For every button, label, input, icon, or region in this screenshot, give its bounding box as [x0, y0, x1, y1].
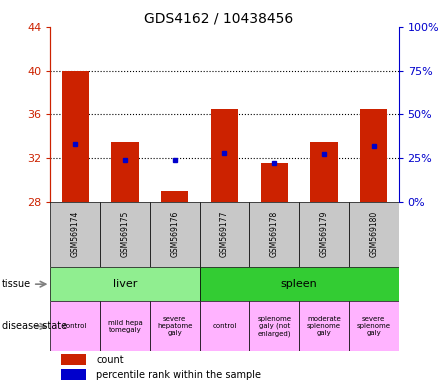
Bar [299, 202, 349, 267]
Bar [249, 301, 299, 351]
Text: GSM569175: GSM569175 [120, 211, 130, 257]
Text: severe
hepatome
galy: severe hepatome galy [157, 316, 192, 336]
Text: severe
splenome
galy: severe splenome galy [357, 316, 391, 336]
Text: moderate
splenome
galy: moderate splenome galy [307, 316, 341, 336]
Bar [161, 191, 188, 202]
Text: GSM569176: GSM569176 [170, 211, 179, 257]
Text: control: control [63, 323, 88, 329]
Bar [349, 301, 399, 351]
Bar [200, 267, 399, 301]
Text: liver: liver [113, 279, 137, 289]
Bar [50, 301, 100, 351]
Text: count: count [96, 354, 124, 365]
Text: GSM569174: GSM569174 [71, 211, 80, 257]
Bar [100, 202, 150, 267]
Bar [200, 202, 249, 267]
Text: disease state: disease state [2, 321, 67, 331]
Bar [150, 301, 200, 351]
Text: GSM569180: GSM569180 [369, 211, 378, 257]
Text: spleen: spleen [281, 279, 318, 289]
Bar [349, 202, 399, 267]
Bar [200, 301, 249, 351]
Text: control: control [212, 323, 237, 329]
Text: GDS4162 / 10438456: GDS4162 / 10438456 [145, 12, 293, 25]
Bar [360, 109, 387, 202]
Bar [61, 354, 86, 365]
Bar [100, 301, 150, 351]
Bar [111, 142, 139, 202]
Bar [310, 142, 338, 202]
Text: tissue: tissue [2, 279, 31, 289]
Bar [50, 202, 100, 267]
Text: splenome
galy (not
enlarged): splenome galy (not enlarged) [257, 316, 291, 337]
Text: mild hepa
tomegaly: mild hepa tomegaly [108, 320, 142, 333]
Bar [50, 267, 200, 301]
Bar [62, 71, 89, 202]
Bar [150, 202, 200, 267]
Text: GSM569178: GSM569178 [270, 211, 279, 257]
Bar [249, 202, 299, 267]
Text: percentile rank within the sample: percentile rank within the sample [96, 369, 261, 380]
Bar [261, 163, 288, 202]
Text: GSM569179: GSM569179 [319, 211, 328, 257]
Text: GSM569177: GSM569177 [220, 211, 229, 257]
Bar [299, 301, 349, 351]
Bar [61, 369, 86, 380]
Bar [211, 109, 238, 202]
